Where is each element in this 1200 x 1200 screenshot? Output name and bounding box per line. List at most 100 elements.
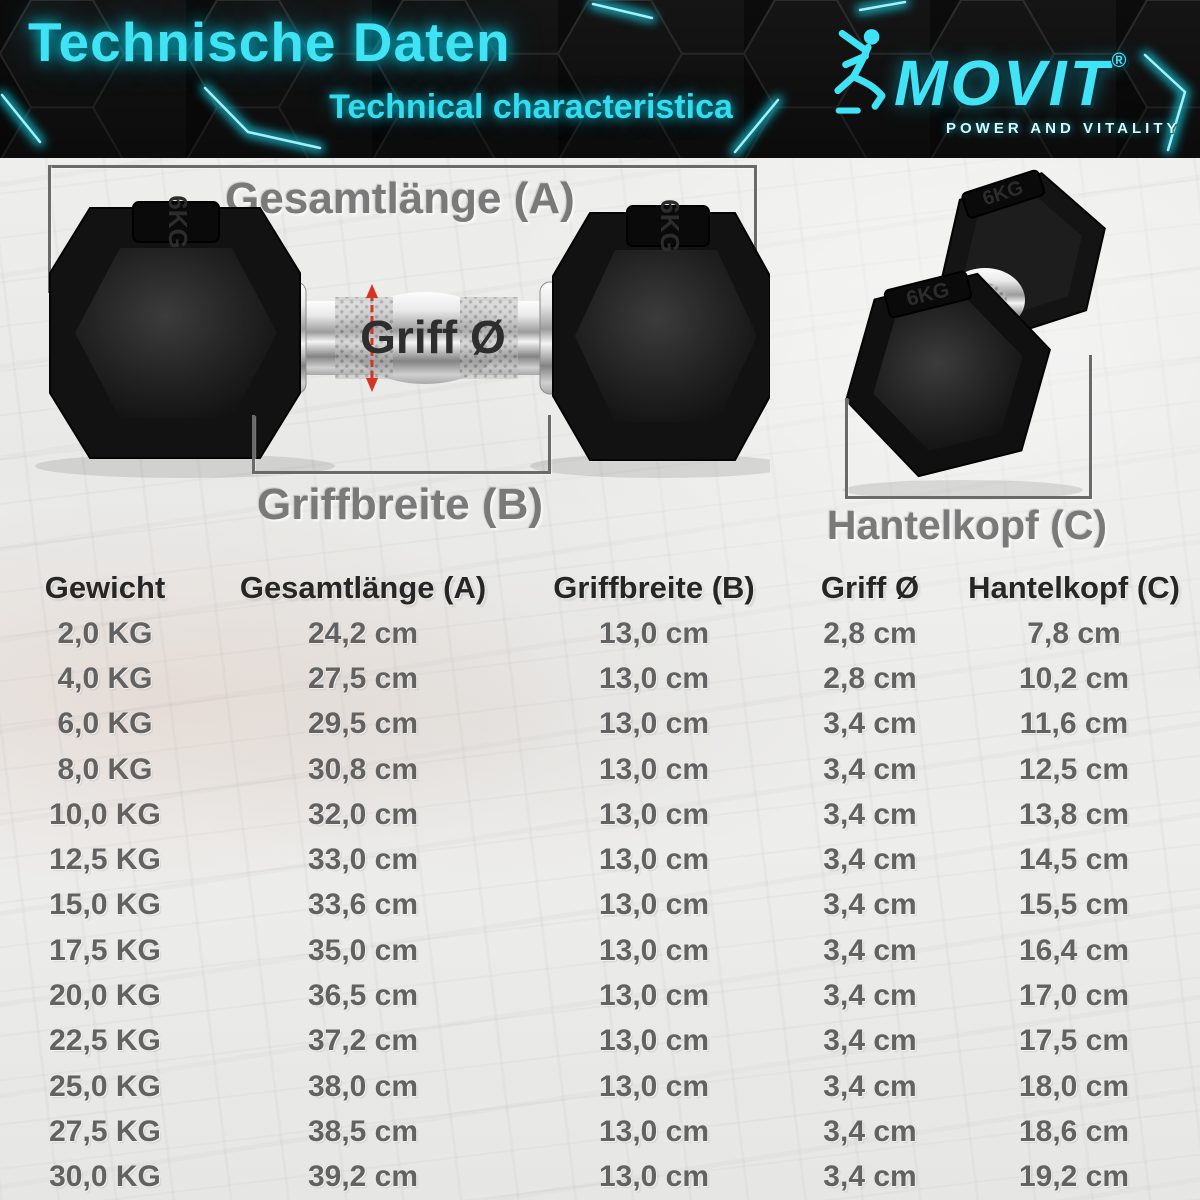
table-cell: 3,4 cm (823, 1114, 917, 1148)
spec-table: Gewicht Gesamtlänge (A) Griffbreite (B) Gri… (0, 565, 1200, 1200)
registered-mark: ® (1111, 50, 1127, 72)
table-cell: 7,8 cm (1027, 616, 1121, 650)
table-cell: 13,0 cm (598, 797, 710, 831)
page-subtitle: Technical characteristica (329, 88, 733, 126)
table-row: 17,5 KG 35,0 cm 13,0 cm 3,4 cm 16,4 cm (0, 928, 1200, 973)
weight-plate: 6KG (132, 195, 220, 249)
brand-logo: MOVIT® POWER AND VITALITY (828, 18, 1192, 146)
table-cell: 3,4 cm (823, 752, 917, 786)
table-cell: 3,4 cm (823, 1024, 917, 1058)
table-cell: 24,2 cm (307, 616, 419, 650)
table-row: 6,0 KG 29,5 cm 13,0 cm 3,4 cm 11,6 cm (0, 702, 1200, 747)
table-cell: 3,4 cm (823, 707, 917, 741)
total-length-bracket-right-tick (754, 165, 757, 307)
table-row: 20,0 KG 36,5 cm 13,0 cm 3,4 cm 17,0 cm (0, 973, 1200, 1018)
brand-name: MOVIT® (894, 47, 1127, 119)
svg-text:6KG: 6KG (655, 199, 685, 252)
table-cell: 2,8 cm (823, 661, 917, 695)
table-row: 2,0 KG 24,2 cm 13,0 cm 2,8 cm 7,8 cm (0, 611, 1200, 656)
table-row: 12,5 KG 33,0 cm 13,0 cm 3,4 cm 14,5 cm (0, 837, 1200, 882)
table-cell: 2,0 KG (57, 616, 153, 650)
table-cell: 38,0 cm (307, 1069, 419, 1103)
table-row: 10,0 KG 32,0 cm 13,0 cm 3,4 cm 13,8 cm (0, 792, 1200, 837)
table-cell: 3,4 cm (823, 933, 917, 967)
table-cell: 20,0 KG (49, 979, 161, 1013)
column-header: Griffbreite (B) (553, 570, 755, 605)
runner-icon (834, 29, 886, 114)
table-cell: 13,0 cm (598, 1114, 710, 1148)
dumbbell-front-head: 6KG (845, 270, 1051, 478)
total-length-bracket-line (48, 165, 757, 168)
grip-diameter-arrow (366, 284, 378, 392)
table-cell: 27,5 cm (307, 661, 419, 695)
table-cell: 33,6 cm (307, 888, 419, 922)
table-cell: 13,0 cm (598, 1069, 710, 1103)
column-header: Hantelkopf (C) (968, 570, 1180, 605)
table-cell: 22,5 KG (49, 1024, 161, 1058)
table-cell: 3,4 cm (823, 979, 917, 1013)
table-cell: 35,0 cm (307, 933, 419, 967)
brand-tagline: POWER AND VITALITY (946, 120, 1181, 137)
table-cell: 38,5 cm (307, 1114, 419, 1148)
table-cell: 32,0 cm (307, 797, 419, 831)
table-row: 25,0 KG 38,0 cm 13,0 cm 3,4 cm 18,0 cm (0, 1064, 1200, 1109)
table-row: 22,5 KG 37,2 cm 13,0 cm 3,4 cm 17,5 cm (0, 1019, 1200, 1064)
svg-text:6KG: 6KG (163, 195, 193, 248)
table-cell: 11,6 cm (1019, 707, 1129, 741)
dumbbell-left-head: 6KG (49, 195, 301, 459)
table-cell: 6,0 KG (57, 707, 153, 741)
table-cell: 25,0 KG (49, 1069, 161, 1103)
table-cell: 17,5 cm (1018, 1024, 1130, 1058)
table-cell: 3,4 cm (823, 843, 917, 877)
table-cell: 2,8 cm (823, 616, 917, 650)
column-header: Gesamtlänge (A) (239, 570, 487, 605)
table-cell: 14,5 cm (1018, 843, 1130, 877)
head-bracket-right-tick (1089, 355, 1092, 499)
dumbbell-angled-view: 6KG 6KG (843, 169, 1106, 500)
header-banner: Technische Daten Technical characteristi… (0, 0, 1200, 158)
table-header-row: Gewicht Gesamtlänge (A) Griffbreite (B) Gri… (0, 565, 1200, 611)
table-row: 4,0 KG 27,5 cm 13,0 cm 2,8 cm 10,2 cm (0, 656, 1200, 701)
page-title: Technische Daten (28, 11, 511, 73)
table-cell: 18,0 cm (1018, 1069, 1130, 1103)
table-cell: 3,4 cm (823, 888, 917, 922)
table-cell: 39,2 cm (307, 1160, 419, 1194)
table-body: 2,0 KG 24,2 cm 13,0 cm 2,8 cm 7,8 cm 4,0 KG 27… (0, 611, 1200, 1200)
table-cell: 13,0 cm (598, 933, 710, 967)
grip-width-label: Griffbreite (B) (257, 480, 543, 529)
table-cell: 13,0 cm (598, 707, 710, 741)
table-cell: 3,4 cm (823, 1069, 917, 1103)
grip-width-bracket-line (252, 471, 551, 474)
table-cell: 12,5 cm (1018, 752, 1130, 786)
table-cell: 10,0 KG (49, 797, 161, 831)
table-cell: 17,0 cm (1018, 979, 1130, 1013)
table-cell: 30,0 KG (49, 1160, 161, 1194)
table-cell: 13,0 cm (598, 843, 710, 877)
table-cell: 18,6 cm (1018, 1114, 1130, 1148)
table-cell: 29,5 cm (307, 707, 419, 741)
total-length-label: Gesamtlänge (A) (225, 174, 575, 223)
table-cell: 3,4 cm (823, 1160, 917, 1194)
dumbbell-right-head: 6KG (552, 199, 770, 461)
table-cell: 15,0 KG (49, 888, 161, 922)
table-cell: 8,0 KG (57, 752, 153, 786)
table-cell: 36,5 cm (307, 979, 419, 1013)
table-row: 8,0 KG 30,8 cm 13,0 cm 3,4 cm 12,5 cm (0, 747, 1200, 792)
table-cell: 33,0 cm (307, 843, 419, 877)
table-cell: 15,5 cm (1018, 888, 1130, 922)
table-row: 15,0 KG 33,6 cm 13,0 cm 3,4 cm 15,5 cm (0, 883, 1200, 928)
total-length-bracket-left-tick (48, 165, 51, 293)
table-row: 30,0 KG 39,2 cm 13,0 cm 3,4 cm 19,2 cm (0, 1155, 1200, 1200)
table-cell: 13,0 cm (598, 1024, 710, 1058)
grip-width-bracket-left-tick (252, 415, 255, 473)
table-cell: 37,2 cm (307, 1024, 419, 1058)
table-cell: 4,0 KG (57, 661, 153, 695)
table-cell: 3,4 cm (823, 797, 917, 831)
head-bracket-line (845, 496, 1092, 499)
table-cell: 30,8 cm (307, 752, 419, 786)
table-cell: 13,0 cm (598, 888, 710, 922)
table-cell: 13,0 cm (598, 616, 710, 650)
table-cell: 27,5 KG (49, 1114, 161, 1148)
table-cell: 17,5 KG (49, 933, 161, 967)
